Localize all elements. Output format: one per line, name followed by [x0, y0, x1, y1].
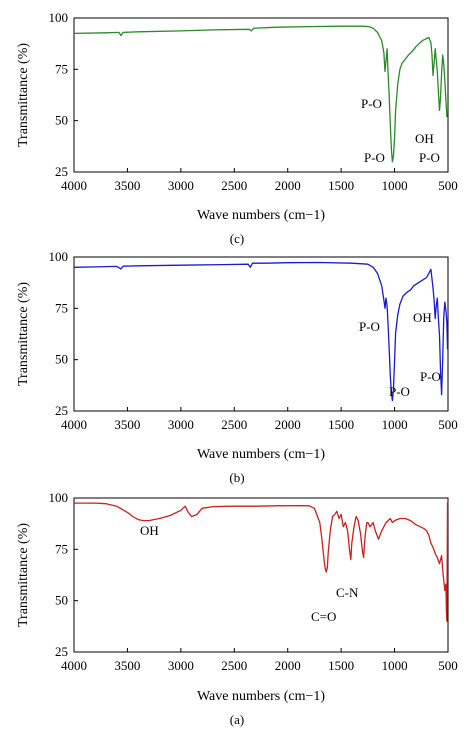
x-tick-label: 3500 [114, 658, 140, 673]
panel-caption: (a) [230, 712, 244, 727]
annotation-oh: OH [413, 310, 432, 325]
x-tick-label: 3500 [114, 417, 140, 432]
panel-b: 4000 3500 3000 2500 2000 1500 1000 500 25 50 75 100… [16, 249, 458, 485]
x-tick-label: 500 [438, 178, 458, 193]
y-tick-label: 75 [55, 300, 68, 315]
y-tick-label: 25 [55, 644, 68, 659]
annotation-po-2: P-O [364, 150, 385, 165]
x-tick-label: 2000 [275, 658, 301, 673]
x-tick-label: 1500 [328, 417, 354, 432]
annotation-po-1: P-O [361, 96, 382, 111]
axis-ticks: 4000 3500 3000 2500 2000 1500 1000 500 25 50 75 100 [49, 490, 458, 673]
x-tick-label: 2500 [221, 658, 247, 673]
x-tick-label: 1000 [382, 417, 408, 432]
x-axis-label: Wave numbers (cm−1) [197, 208, 325, 223]
annotation-cn: C-N [336, 585, 359, 600]
x-tick-label: 4000 [61, 417, 87, 432]
x-tick-label: 500 [438, 658, 458, 673]
y-tick-label: 100 [49, 490, 69, 505]
axis-ticks: 4000 3500 3000 2500 2000 1500 1000 500 25 50 75 100 [49, 249, 458, 432]
x-tick-label: 500 [438, 417, 458, 432]
x-tick-label: 1000 [382, 178, 408, 193]
y-tick-label: 25 [55, 164, 68, 179]
panel-a: 4000 3500 3000 2500 2000 1500 1000 500 25 50 75 100… [16, 490, 458, 727]
y-axis-label: Transmittance (%) [16, 43, 31, 147]
annotation-po-2: P-O [389, 384, 410, 399]
y-axis-label: Transmittance (%) [16, 282, 31, 386]
annotation-oh: OH [415, 131, 434, 146]
y-tick-label: 50 [55, 113, 68, 128]
annotation-oh: OH [140, 523, 159, 538]
x-tick-label: 3500 [114, 178, 140, 193]
panel-c: 4000 3500 3000 2500 2000 1500 1000 500 25 50 75 100… [16, 10, 458, 246]
x-tick-label: 2500 [221, 178, 247, 193]
spectrum-line [74, 502, 449, 622]
x-tick-label: 2000 [275, 178, 301, 193]
plot-frame [73, 17, 449, 173]
x-tick-label: 3000 [168, 658, 194, 673]
x-axis-label: Wave numbers (cm−1) [197, 447, 325, 462]
plot-frame [73, 497, 449, 653]
annotation-co: C=O [311, 609, 336, 624]
y-tick-label: 75 [55, 61, 68, 76]
y-tick-label: 100 [49, 10, 69, 25]
spectrum-line [73, 261, 449, 402]
annotation-po-3: P-O [420, 369, 441, 384]
y-tick-label: 50 [55, 593, 68, 608]
y-tick-label: 75 [55, 541, 68, 556]
x-tick-label: 1000 [382, 658, 408, 673]
x-tick-label: 1500 [328, 658, 354, 673]
x-tick-label: 1500 [328, 178, 354, 193]
x-tick-label: 3000 [168, 178, 194, 193]
y-tick-label: 50 [55, 352, 68, 367]
y-tick-label: 100 [49, 249, 69, 264]
axis-ticks: 4000 3500 3000 2500 2000 1500 1000 500 25 50 75 100 [49, 10, 458, 193]
x-tick-label: 2500 [221, 417, 247, 432]
x-axis-label: Wave numbers (cm−1) [197, 689, 325, 704]
spectrum-line [73, 25, 449, 163]
x-tick-label: 2000 [275, 417, 301, 432]
y-axis-label: Transmittance (%) [16, 523, 31, 627]
panel-caption: (b) [229, 470, 244, 485]
plot-frame [73, 256, 449, 412]
y-tick-label: 25 [55, 403, 68, 418]
x-tick-label: 4000 [61, 178, 87, 193]
annotation-po-1: P-O [359, 319, 380, 334]
annotation-po-3: P-O [419, 150, 440, 165]
x-tick-label: 3000 [168, 417, 194, 432]
x-tick-label: 4000 [61, 658, 87, 673]
panel-caption: (c) [230, 231, 244, 246]
